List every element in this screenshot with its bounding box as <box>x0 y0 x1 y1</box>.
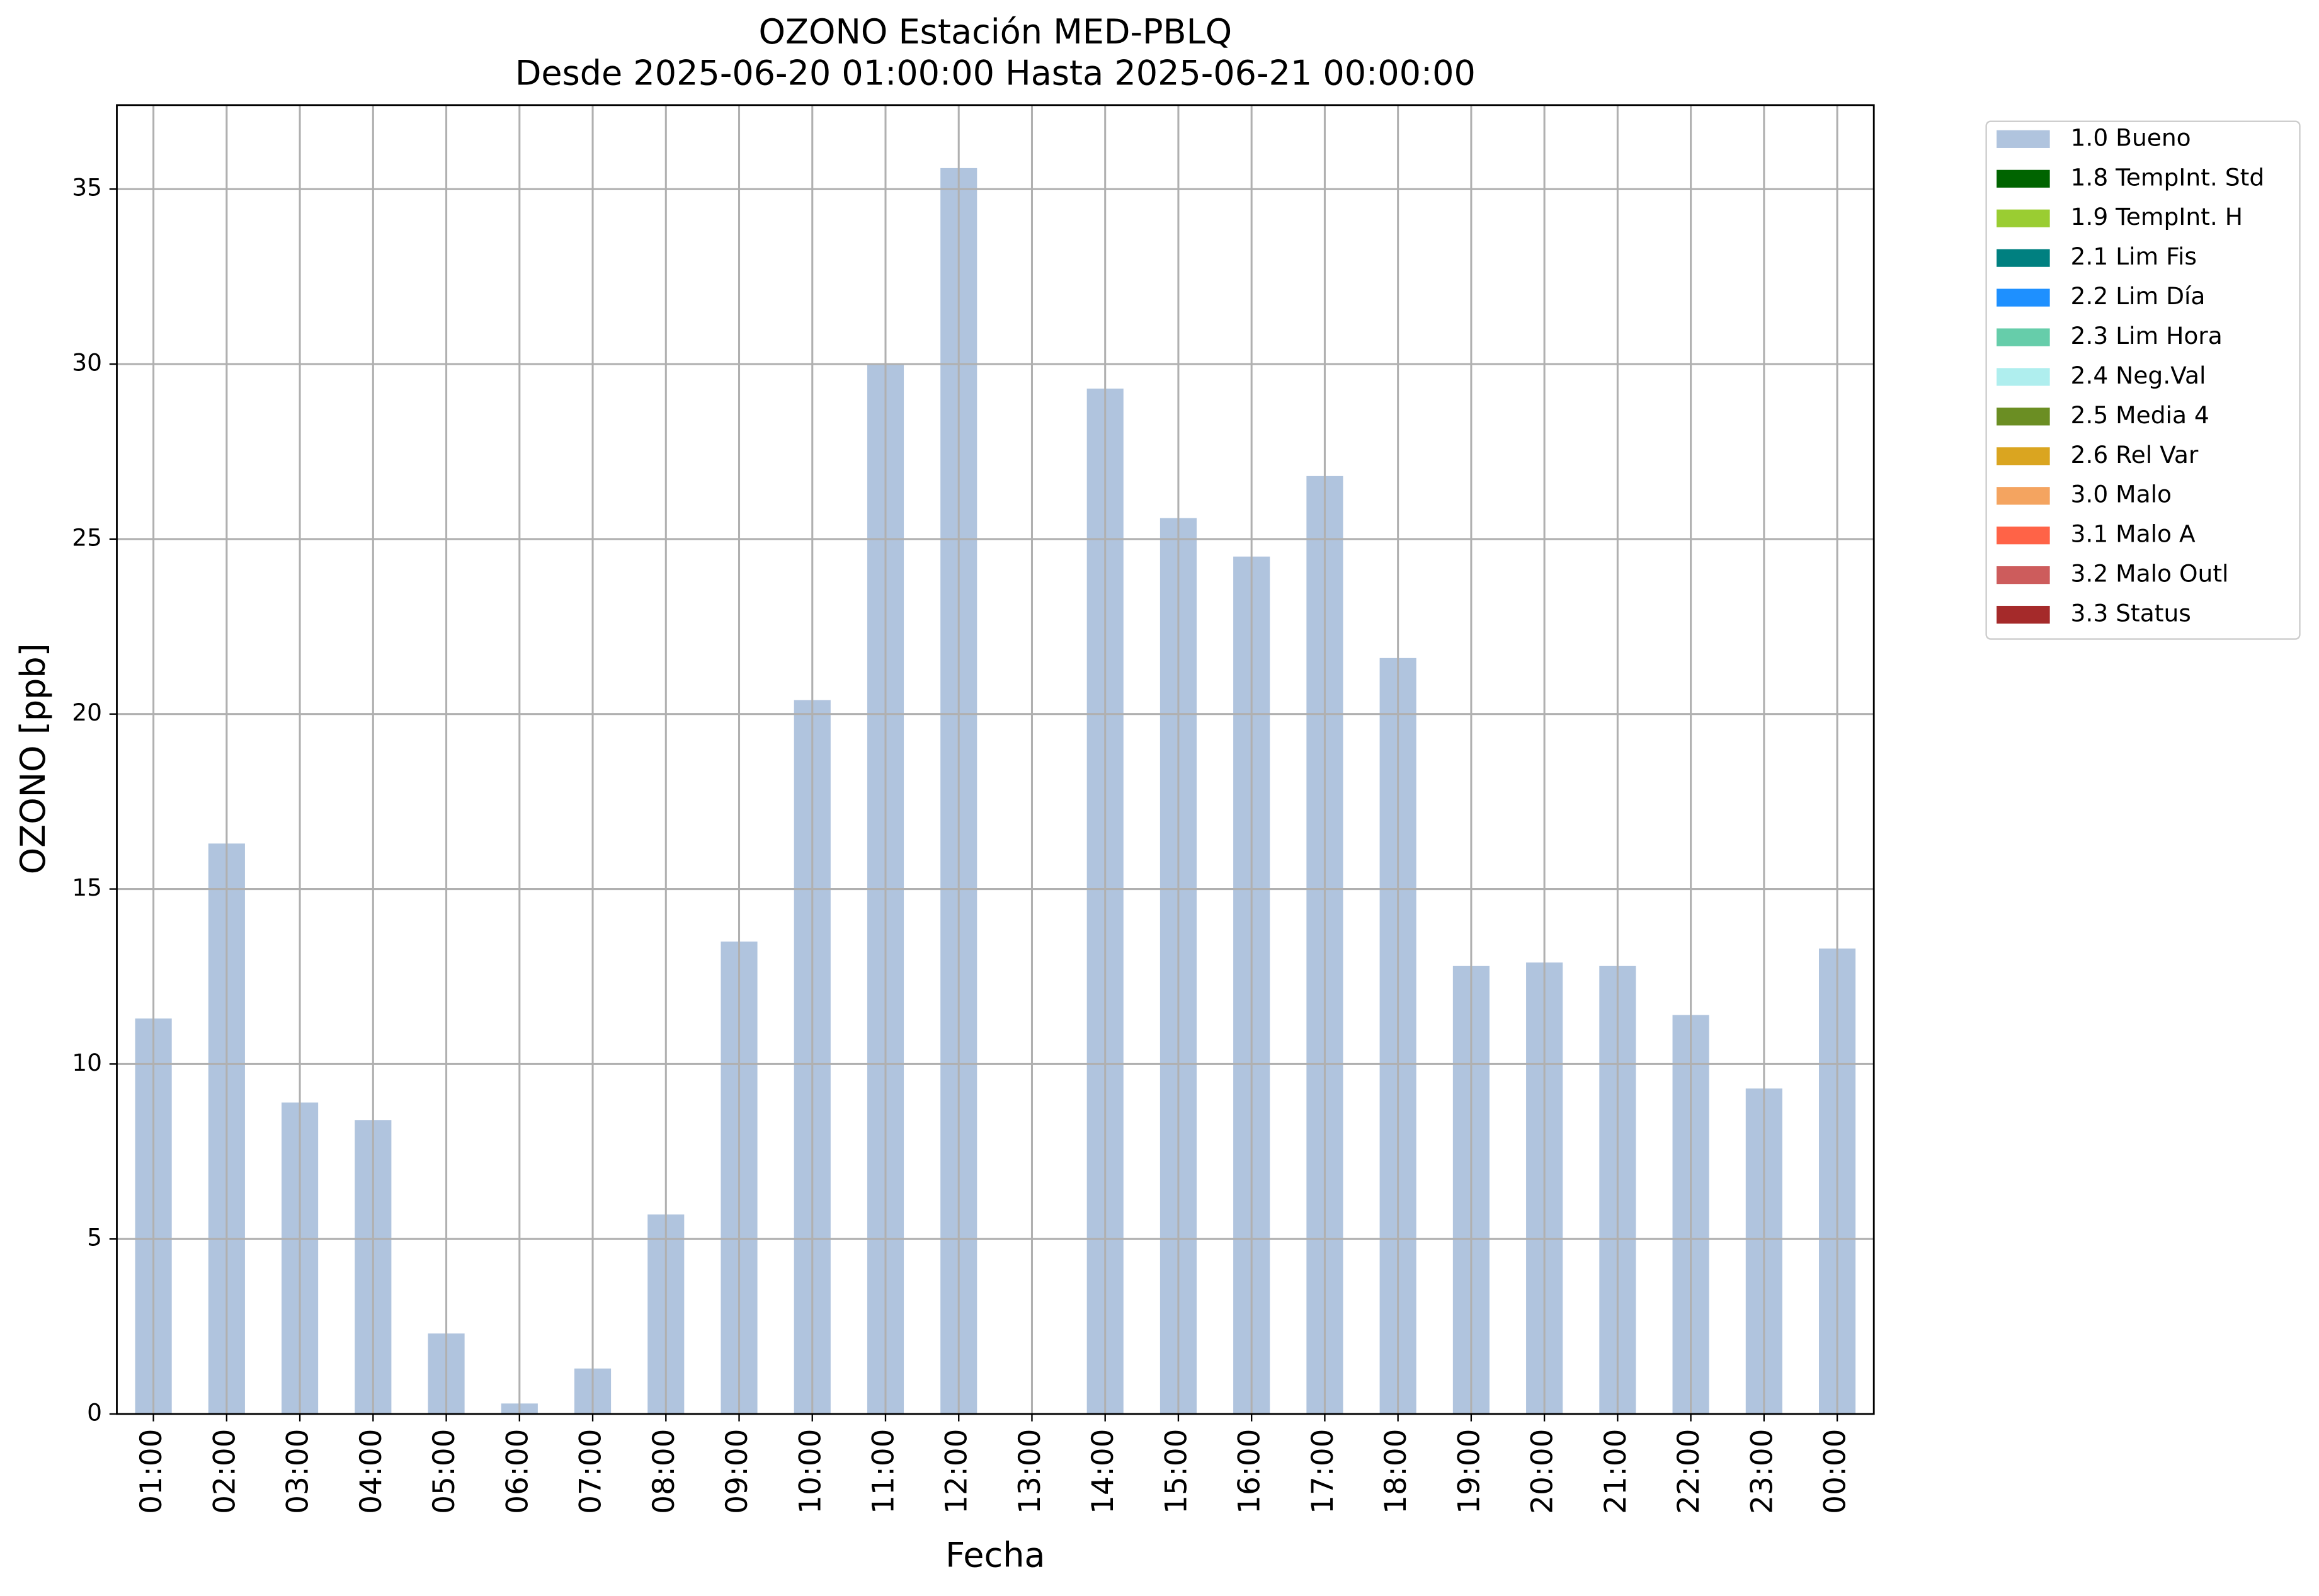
legend-label: 2.1 Lim Fis <box>2071 242 2197 270</box>
x-tick-label: 10:00 <box>793 1429 828 1514</box>
legend-swatch <box>1997 328 2050 346</box>
legend-swatch <box>1997 130 2050 148</box>
x-tick-label: 08:00 <box>647 1429 681 1514</box>
legend-label: 2.2 Lim Día <box>2071 282 2206 310</box>
y-tick-label: 10 <box>72 1049 102 1076</box>
legend-label: 1.0 Bueno <box>2071 123 2191 151</box>
x-tick-label: 11:00 <box>866 1429 901 1514</box>
x-tick-label: 19:00 <box>1452 1429 1486 1514</box>
legend-label: 2.6 Rel Var <box>2071 441 2199 469</box>
legend-swatch <box>1997 566 2050 584</box>
legend-swatch <box>1997 605 2050 624</box>
x-tick-label: 03:00 <box>281 1429 316 1514</box>
legend-swatch <box>1997 447 2050 465</box>
legend-label: 1.8 TempInt. Std <box>2071 163 2265 191</box>
legend-label: 2.4 Neg.Val <box>2071 362 2206 389</box>
legend-swatch <box>1997 408 2050 426</box>
legend-swatch <box>1997 527 2050 545</box>
legend-swatch <box>1997 368 2050 386</box>
x-tick-label: 17:00 <box>1306 1429 1340 1514</box>
x-tick-label: 01:00 <box>134 1429 169 1514</box>
x-tick-label: 16:00 <box>1233 1429 1267 1514</box>
chart-title: OZONO Estación MED-PBLQ <box>759 12 1233 52</box>
y-tick-label: 30 <box>72 349 102 377</box>
x-tick-label: 09:00 <box>720 1429 755 1514</box>
x-tick-label: 02:00 <box>207 1429 242 1514</box>
x-tick-label: 23:00 <box>1745 1429 1779 1514</box>
legend-label: 3.1 Malo A <box>2071 520 2196 548</box>
legend: 1.0 Bueno 1.8 TempInt. Std 1.9 TempInt. H 2… <box>1997 123 2264 627</box>
legend-label: 3.0 Malo <box>2071 481 2172 508</box>
x-tick-label: 20:00 <box>1525 1429 1560 1514</box>
chart-subtitle: Desde 2025-06-20 01:00:00 Hasta 2025-06-… <box>515 54 1476 93</box>
legend-swatch <box>1997 288 2050 307</box>
legend-label: 3.2 Malo Outl <box>2071 560 2229 588</box>
x-tick-label: 06:00 <box>500 1429 535 1514</box>
y-axis-label: OZONO [ppb] <box>13 643 53 874</box>
legend-label: 3.3 Status <box>2071 600 2191 627</box>
legend-swatch <box>1997 249 2050 267</box>
x-tick-label: 04:00 <box>354 1429 389 1514</box>
legend-label: 2.5 Media 4 <box>2071 401 2209 429</box>
x-tick-label: 12:00 <box>940 1429 974 1514</box>
plot-area: 0 5 10 15 20 25 30 35 01:00 02:00 03:00 04:00 05:00 0… <box>72 104 1875 1514</box>
plot-frame <box>116 104 1875 1415</box>
legend-swatch <box>1997 209 2050 227</box>
x-tick-label: 22:00 <box>1672 1429 1706 1514</box>
x-tick-label: 00:00 <box>1818 1429 1853 1514</box>
y-tick-label: 0 <box>87 1399 102 1427</box>
x-tick-label: 07:00 <box>574 1429 608 1514</box>
x-tick-label: 05:00 <box>427 1429 462 1514</box>
legend-swatch <box>1997 487 2050 505</box>
y-tick-label: 35 <box>72 174 102 202</box>
legend-box <box>1985 120 2301 640</box>
y-tick-label: 15 <box>72 874 102 901</box>
y-tick-label: 5 <box>87 1224 102 1251</box>
x-tick-label: 15:00 <box>1159 1429 1194 1514</box>
x-tick-label: 14:00 <box>1086 1429 1120 1514</box>
y-tick-label: 25 <box>72 523 102 551</box>
x-tick-label: 13:00 <box>1013 1429 1047 1514</box>
legend-swatch <box>1997 169 2050 188</box>
x-tick-label: 21:00 <box>1598 1429 1633 1514</box>
y-tick-label: 20 <box>72 698 102 726</box>
x-axis-label: Fecha <box>945 1535 1045 1575</box>
x-tick-label: 18:00 <box>1379 1429 1413 1514</box>
legend-label: 2.3 Lim Hora <box>2071 322 2223 350</box>
legend-label: 1.9 TempInt. H <box>2071 203 2243 231</box>
